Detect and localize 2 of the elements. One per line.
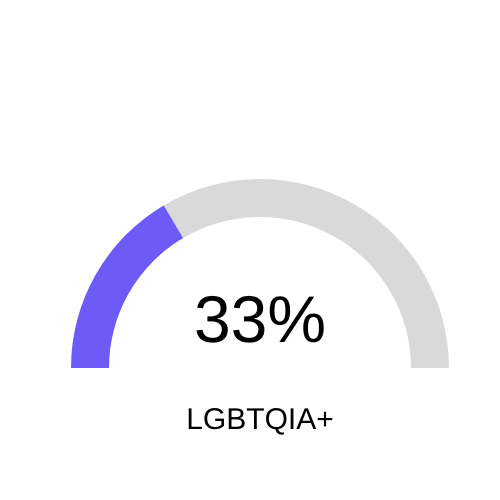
text: 33%	[194, 282, 326, 356]
text: LGBTQIA+	[186, 403, 334, 436]
